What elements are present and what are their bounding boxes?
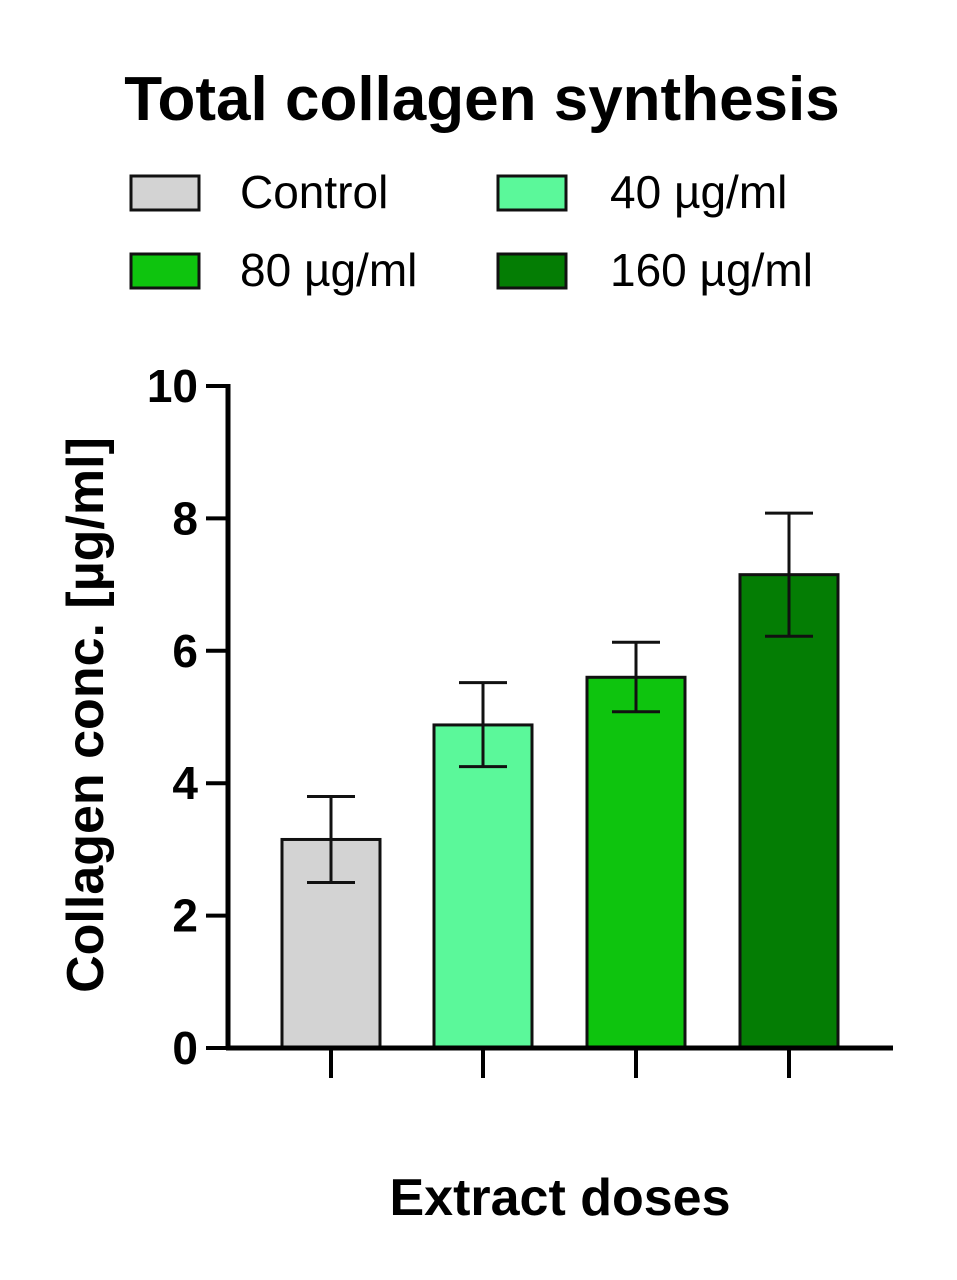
bar-1 [432,723,534,1050]
error-bar-1 [459,681,507,769]
legend-item-3: 160 µg/ml [496,244,813,296]
legend-swatch-2 [129,252,201,290]
legend-item-1: 40 µg/ml [496,166,787,218]
chart-title: Total collagen synthesis [124,65,839,134]
x-axis-label: Extract doses [389,1169,730,1227]
y-tick-label-4: 8 [172,492,198,544]
y-axis-label: Collagen conc. [µg/ml] [57,437,115,993]
bar-2 [585,675,687,1050]
bar-3 [738,573,840,1050]
error-bar-0 [307,794,355,884]
legend-label-0: Control [240,166,388,218]
legend: Control 40 µg/ml 80 µg/ml 160 µg/ml [129,166,813,296]
error-bar-3 [765,511,813,638]
legend-item-0: Control [129,166,388,218]
plot-area: 0 2 4 6 8 10 [147,360,893,1078]
legend-swatch-3 [496,252,568,290]
legend-label-1: 40 µg/ml [610,166,787,218]
legend-swatch-0 [129,174,201,212]
legend-label-3: 160 µg/ml [610,244,813,296]
y-tick-label-3: 6 [172,625,198,677]
y-tick-label-5: 10 [147,360,198,412]
y-tick-label-1: 2 [172,890,198,942]
y-tick-label-0: 0 [172,1022,198,1074]
legend-item-2: 80 µg/ml [129,244,417,296]
error-bar-2 [612,640,660,714]
legend-label-2: 80 µg/ml [240,244,417,296]
y-tick-label-2: 4 [172,757,198,809]
legend-swatch-1 [496,174,568,212]
